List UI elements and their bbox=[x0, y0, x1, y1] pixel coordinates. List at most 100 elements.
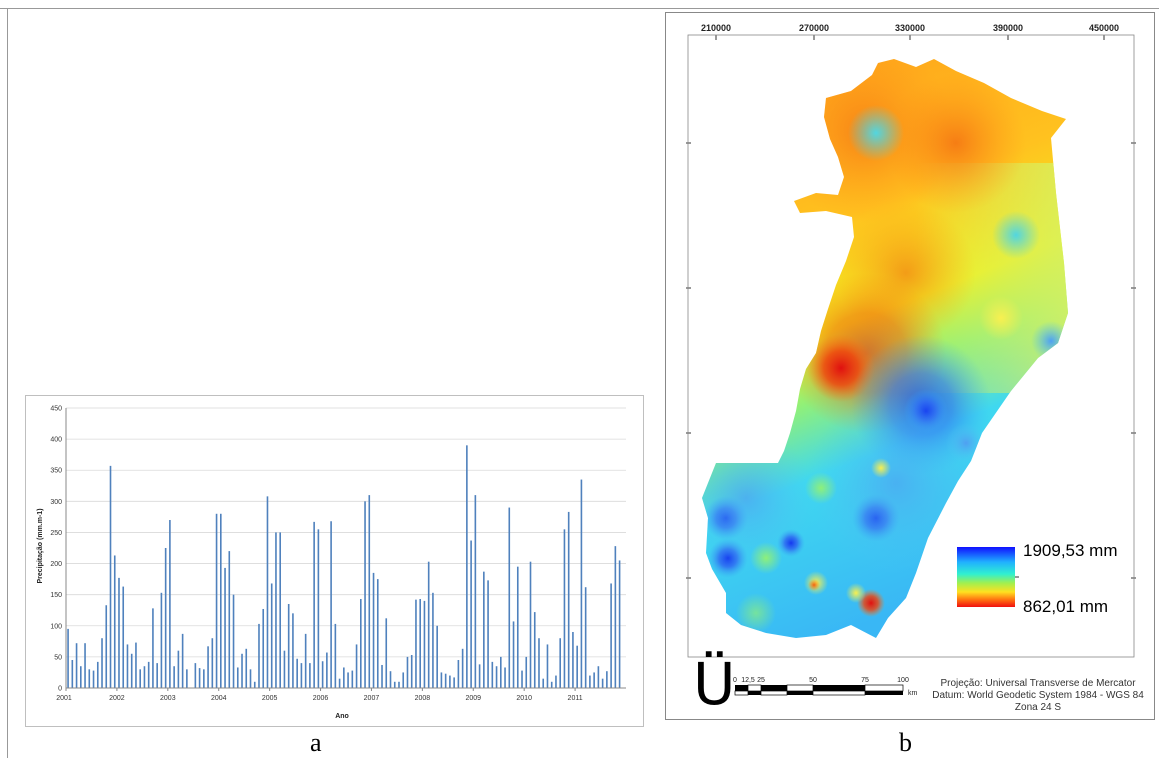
scale-bar bbox=[734, 684, 904, 696]
y-tick-label: 350 bbox=[50, 468, 62, 475]
bar bbox=[589, 675, 591, 688]
x-tick-label: 2010 bbox=[516, 695, 532, 702]
bar bbox=[347, 672, 349, 688]
bar bbox=[113, 555, 116, 688]
bar bbox=[525, 656, 528, 688]
bar bbox=[576, 645, 578, 688]
bar bbox=[118, 577, 120, 688]
bar bbox=[364, 501, 366, 688]
bar bbox=[177, 650, 180, 688]
top-border bbox=[0, 8, 1159, 9]
left-border bbox=[7, 8, 8, 758]
bar bbox=[130, 653, 133, 688]
bar bbox=[105, 605, 108, 688]
bar bbox=[275, 532, 277, 688]
bar bbox=[546, 644, 549, 688]
bar bbox=[504, 667, 506, 688]
bar bbox=[88, 669, 91, 688]
y-tick-label: 250 bbox=[50, 530, 62, 537]
map-x-tick-label: 270000 bbox=[799, 23, 829, 33]
bar bbox=[593, 672, 595, 688]
bar bbox=[194, 663, 197, 688]
x-tick-label: 2008 bbox=[415, 695, 431, 702]
bar bbox=[432, 592, 434, 688]
bar bbox=[521, 670, 523, 688]
bar bbox=[343, 667, 345, 688]
bar bbox=[262, 608, 265, 688]
legend-min-label: 862,01 mm bbox=[1023, 597, 1109, 616]
grid-lines bbox=[66, 407, 626, 658]
bar bbox=[449, 675, 451, 688]
bar bbox=[495, 666, 498, 688]
axes: 0 50 100 150 200 250 300 350 400 450 2001 2002 2003 2… bbox=[50, 406, 626, 702]
bar bbox=[203, 669, 205, 688]
bar bbox=[355, 644, 358, 688]
scale-unit: km bbox=[908, 690, 918, 697]
bar bbox=[610, 583, 612, 688]
bar bbox=[317, 529, 320, 688]
bar bbox=[601, 678, 604, 688]
bar bbox=[147, 661, 150, 688]
y-tick-label: 50 bbox=[54, 654, 62, 661]
bar bbox=[164, 548, 167, 688]
bar bbox=[542, 678, 545, 688]
x-tick-label: 2005 bbox=[262, 695, 278, 702]
bar bbox=[470, 540, 472, 688]
bar bbox=[368, 495, 371, 688]
bar bbox=[173, 666, 175, 688]
bar bbox=[483, 571, 485, 688]
bar bbox=[232, 594, 235, 688]
bar bbox=[618, 560, 621, 688]
bar bbox=[249, 669, 252, 688]
bar bbox=[321, 661, 324, 688]
bar bbox=[160, 592, 163, 688]
bar bbox=[135, 642, 137, 688]
bar bbox=[96, 661, 99, 688]
bar bbox=[241, 653, 243, 688]
bar bbox=[351, 670, 354, 688]
bar bbox=[491, 661, 494, 688]
bar bbox=[385, 618, 388, 688]
bar bbox=[186, 669, 188, 688]
x-axis-title: Ano bbox=[335, 713, 349, 720]
bar bbox=[287, 604, 290, 688]
bar bbox=[393, 681, 396, 688]
bar bbox=[266, 496, 269, 688]
projection-info: Projeção: Universal Transverse de Mercat… bbox=[918, 678, 1158, 714]
bar bbox=[84, 643, 86, 688]
bar bbox=[253, 681, 256, 688]
bar bbox=[152, 608, 154, 688]
y-tick-label: 100 bbox=[50, 623, 62, 630]
bar bbox=[211, 638, 214, 688]
bar bbox=[444, 673, 447, 688]
bar bbox=[220, 513, 222, 688]
bar bbox=[326, 652, 328, 688]
bars bbox=[67, 445, 621, 688]
scale-label: 50 bbox=[809, 677, 817, 684]
bar bbox=[516, 566, 519, 688]
bar bbox=[402, 672, 405, 688]
bar bbox=[126, 644, 129, 688]
x-tick-label: 2009 bbox=[465, 695, 481, 702]
bar bbox=[372, 572, 375, 688]
projection-line: Projeção: Universal Transverse de Mercat… bbox=[940, 678, 1136, 689]
map-x-ticks: 210000 270000 330000 390000 450000 bbox=[701, 23, 1119, 40]
bar bbox=[279, 532, 281, 688]
bar bbox=[330, 521, 332, 688]
bar bbox=[500, 656, 502, 688]
bar bbox=[427, 561, 430, 688]
map-x-tick-label: 330000 bbox=[895, 23, 925, 33]
bar bbox=[529, 561, 532, 688]
bar bbox=[156, 663, 158, 688]
bar bbox=[415, 599, 417, 688]
bar bbox=[410, 655, 413, 688]
zone-line: Zona 24 S bbox=[1014, 702, 1062, 713]
bar bbox=[597, 666, 600, 688]
bar bbox=[487, 580, 489, 688]
map-x-tick-label: 210000 bbox=[701, 23, 731, 33]
bar bbox=[550, 681, 553, 688]
bar bbox=[258, 623, 260, 688]
bar bbox=[512, 621, 515, 688]
bar bbox=[440, 672, 443, 688]
bar bbox=[478, 664, 481, 688]
